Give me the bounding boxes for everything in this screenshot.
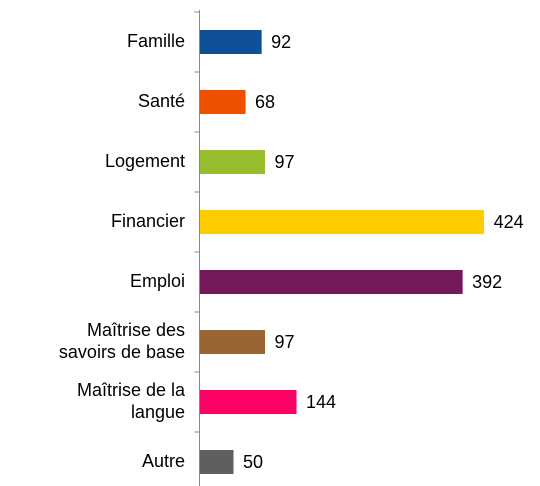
bar xyxy=(200,30,262,54)
category-label: Emploi xyxy=(130,271,185,291)
bar xyxy=(200,150,265,174)
category-label: Famille xyxy=(127,31,185,51)
value-label: 68 xyxy=(255,92,275,112)
bar xyxy=(200,210,485,234)
value-label: 424 xyxy=(494,212,524,232)
category-label: Logement xyxy=(105,151,185,171)
value-label: 392 xyxy=(472,272,502,292)
value-label: 144 xyxy=(306,392,336,412)
value-label: 50 xyxy=(243,452,263,472)
value-label: 92 xyxy=(271,32,291,52)
value-label: 97 xyxy=(274,332,294,352)
value-label: 97 xyxy=(274,152,294,172)
bar xyxy=(200,330,265,354)
category-label: Financier xyxy=(111,211,185,231)
bar xyxy=(200,90,246,114)
category-label: Maîtrise des savoirs de base xyxy=(59,320,185,362)
category-label: Maîtrise de la langue xyxy=(77,380,186,422)
bar xyxy=(200,270,463,294)
category-label: Santé xyxy=(138,91,185,111)
category-label: Autre xyxy=(142,451,185,471)
bar xyxy=(200,390,297,414)
bar xyxy=(200,450,234,474)
